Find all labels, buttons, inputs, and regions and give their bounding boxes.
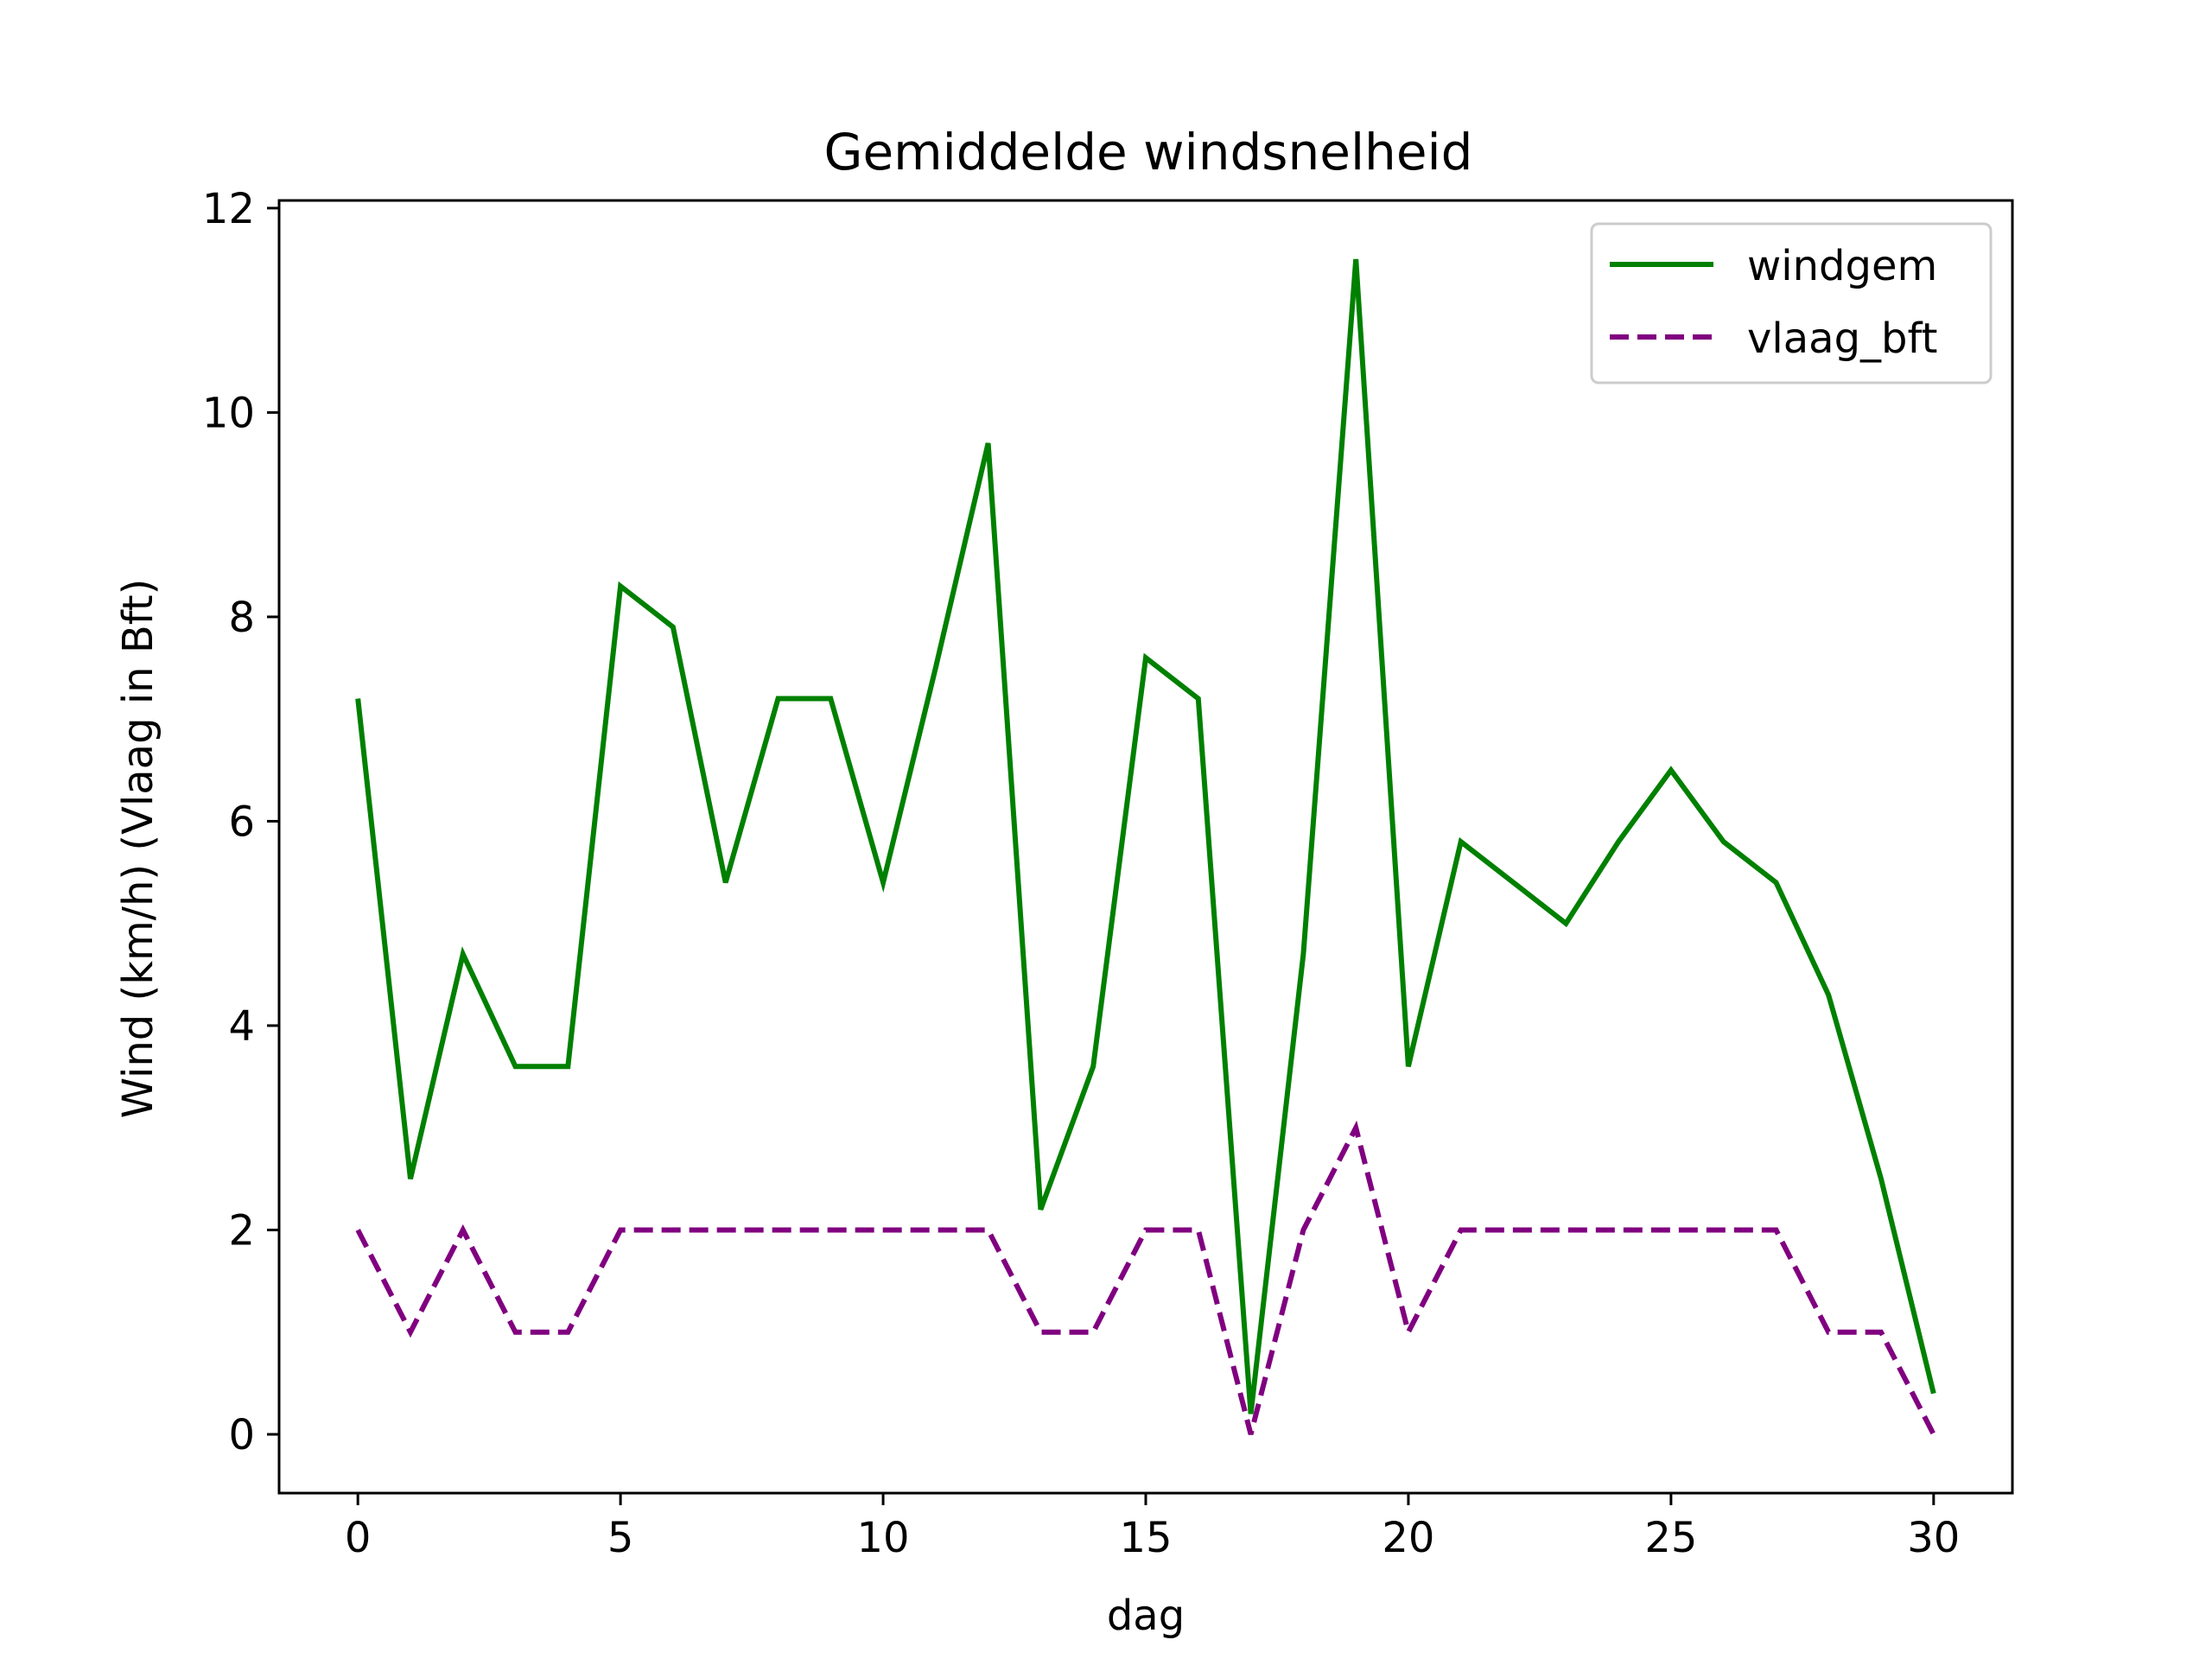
x-tick-label: 0	[345, 1514, 372, 1562]
y-tick-label: 10	[202, 389, 255, 437]
legend: windgem vlaag_bft	[1590, 222, 1993, 385]
x-axis-ticks: 0 5 10 15 20 25 30	[345, 1493, 1960, 1562]
series-line-vlaag-bft	[355, 1120, 1936, 1436]
x-tick-label: 25	[1644, 1514, 1697, 1562]
plot-area	[355, 258, 1936, 1436]
axes-frame	[277, 199, 2014, 1495]
series-line-windgem	[355, 258, 1936, 1414]
x-tick-label: 20	[1382, 1514, 1434, 1562]
y-tick-label: 4	[228, 1002, 255, 1051]
x-tick-label: 10	[857, 1514, 910, 1562]
y-axis-label: Wind (km/h) (Vlaag in Bft)	[114, 579, 162, 1119]
x-tick-label: 15	[1119, 1514, 1172, 1562]
legend-label-windgem: windgem	[1747, 242, 1937, 290]
legend-label-vlaag-bft: vlaag_bft	[1747, 315, 1937, 363]
y-tick-label: 2	[228, 1206, 255, 1255]
x-axis-label: dag	[1107, 1592, 1185, 1640]
x-tick-label: 5	[607, 1514, 634, 1562]
chart-title: Gemiddelde windsnelheid	[824, 123, 1473, 181]
y-tick-label: 6	[228, 798, 255, 846]
y-tick-label: 8	[228, 594, 255, 642]
x-tick-label: 30	[1907, 1514, 1960, 1562]
y-tick-label: 12	[202, 185, 255, 233]
y-tick-label: 0	[228, 1411, 255, 1459]
y-axis-ticks: 0 2 4 6 8 10 12	[202, 185, 279, 1459]
